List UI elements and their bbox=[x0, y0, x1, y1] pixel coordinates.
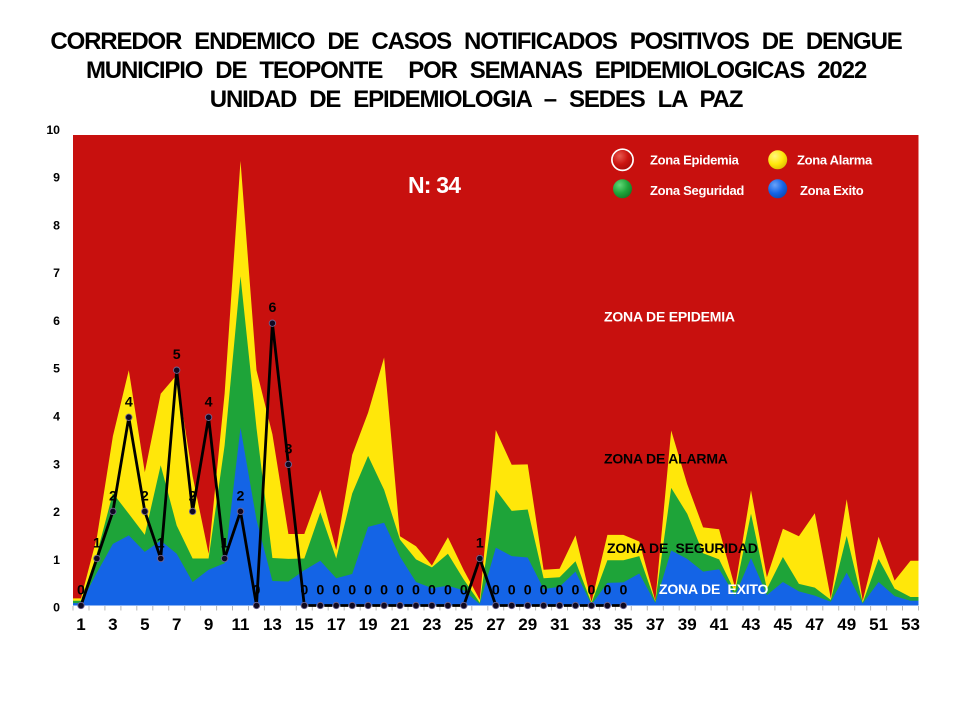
svg-text:35: 35 bbox=[614, 615, 633, 634]
svg-text:Zona Seguridad: Zona Seguridad bbox=[650, 183, 744, 198]
svg-text:2: 2 bbox=[109, 488, 117, 504]
svg-text:49: 49 bbox=[837, 615, 856, 634]
svg-text:8: 8 bbox=[53, 218, 60, 232]
svg-text:9: 9 bbox=[204, 615, 213, 634]
svg-text:2: 2 bbox=[237, 488, 245, 504]
svg-text:0: 0 bbox=[556, 583, 564, 599]
svg-text:0: 0 bbox=[508, 583, 516, 599]
svg-text:1: 1 bbox=[53, 553, 60, 567]
svg-text:6: 6 bbox=[268, 300, 276, 316]
svg-text:ZONA DE SEGURIDAD: ZONA DE SEGURIDAD bbox=[607, 540, 758, 556]
svg-text:0: 0 bbox=[77, 583, 85, 599]
svg-text:41: 41 bbox=[710, 615, 729, 634]
svg-text:37: 37 bbox=[646, 615, 665, 634]
svg-text:0: 0 bbox=[619, 583, 627, 599]
svg-text:31: 31 bbox=[550, 615, 569, 634]
svg-text:0: 0 bbox=[540, 583, 548, 599]
svg-text:0: 0 bbox=[332, 583, 340, 599]
svg-text:0: 0 bbox=[428, 583, 436, 599]
svg-text:5: 5 bbox=[140, 615, 149, 634]
svg-text:13: 13 bbox=[263, 615, 282, 634]
svg-text:3: 3 bbox=[284, 441, 292, 457]
svg-text:0: 0 bbox=[524, 583, 532, 599]
svg-text:7: 7 bbox=[172, 615, 181, 634]
svg-text:ZONA DE EPIDEMIA: ZONA DE EPIDEMIA bbox=[604, 309, 735, 325]
svg-text:5: 5 bbox=[173, 347, 181, 363]
svg-text:33: 33 bbox=[582, 615, 601, 634]
svg-text:Zona Epidemia: Zona Epidemia bbox=[650, 152, 740, 167]
svg-text:47: 47 bbox=[805, 615, 824, 634]
svg-text:39: 39 bbox=[678, 615, 697, 634]
svg-text:3: 3 bbox=[108, 615, 117, 634]
svg-text:0: 0 bbox=[364, 583, 372, 599]
svg-text:4: 4 bbox=[205, 394, 213, 410]
svg-text:15: 15 bbox=[295, 615, 314, 634]
svg-text:2: 2 bbox=[189, 488, 197, 504]
svg-text:0: 0 bbox=[572, 583, 580, 599]
svg-text:1: 1 bbox=[221, 536, 229, 552]
svg-text:1: 1 bbox=[76, 615, 85, 634]
svg-text:11: 11 bbox=[232, 615, 250, 634]
svg-text:N: 34: N: 34 bbox=[408, 172, 461, 198]
svg-text:4: 4 bbox=[53, 410, 60, 424]
svg-text:Zona Alarma: Zona Alarma bbox=[797, 152, 873, 167]
svg-text:51: 51 bbox=[869, 615, 888, 634]
svg-text:ZONA DE EXITO: ZONA DE EXITO bbox=[659, 581, 769, 597]
svg-text:1: 1 bbox=[93, 536, 101, 552]
svg-text:0: 0 bbox=[380, 583, 388, 599]
svg-text:7: 7 bbox=[53, 266, 60, 280]
svg-text:53: 53 bbox=[901, 615, 920, 634]
svg-text:21: 21 bbox=[391, 615, 410, 634]
svg-text:6: 6 bbox=[53, 314, 60, 328]
svg-text:0: 0 bbox=[348, 583, 356, 599]
svg-text:0: 0 bbox=[492, 583, 500, 599]
svg-text:2: 2 bbox=[141, 488, 149, 504]
svg-text:0: 0 bbox=[316, 583, 324, 599]
svg-text:29: 29 bbox=[518, 615, 537, 634]
svg-text:ZONA DE ALARMA: ZONA DE ALARMA bbox=[604, 451, 728, 467]
svg-text:0: 0 bbox=[53, 601, 60, 615]
svg-text:45: 45 bbox=[773, 615, 792, 634]
svg-text:0: 0 bbox=[460, 583, 468, 599]
svg-text:5: 5 bbox=[53, 362, 60, 376]
svg-text:23: 23 bbox=[422, 615, 441, 634]
svg-text:0: 0 bbox=[396, 583, 404, 599]
svg-text:43: 43 bbox=[742, 615, 761, 634]
svg-text:3: 3 bbox=[53, 457, 60, 471]
svg-text:2: 2 bbox=[53, 505, 60, 519]
svg-text:25: 25 bbox=[454, 615, 473, 634]
svg-text:0: 0 bbox=[300, 583, 308, 599]
svg-text:1: 1 bbox=[476, 536, 484, 552]
svg-text:10: 10 bbox=[46, 123, 60, 137]
svg-text:19: 19 bbox=[359, 615, 378, 634]
svg-text:9: 9 bbox=[53, 171, 60, 185]
svg-text:27: 27 bbox=[486, 615, 505, 634]
svg-text:4: 4 bbox=[125, 394, 133, 410]
svg-text:0: 0 bbox=[444, 583, 452, 599]
svg-text:0: 0 bbox=[603, 583, 611, 599]
svg-text:Zona Exito: Zona Exito bbox=[800, 183, 864, 198]
svg-text:17: 17 bbox=[327, 615, 346, 634]
svg-text:0: 0 bbox=[412, 583, 420, 599]
svg-text:0: 0 bbox=[588, 583, 596, 599]
